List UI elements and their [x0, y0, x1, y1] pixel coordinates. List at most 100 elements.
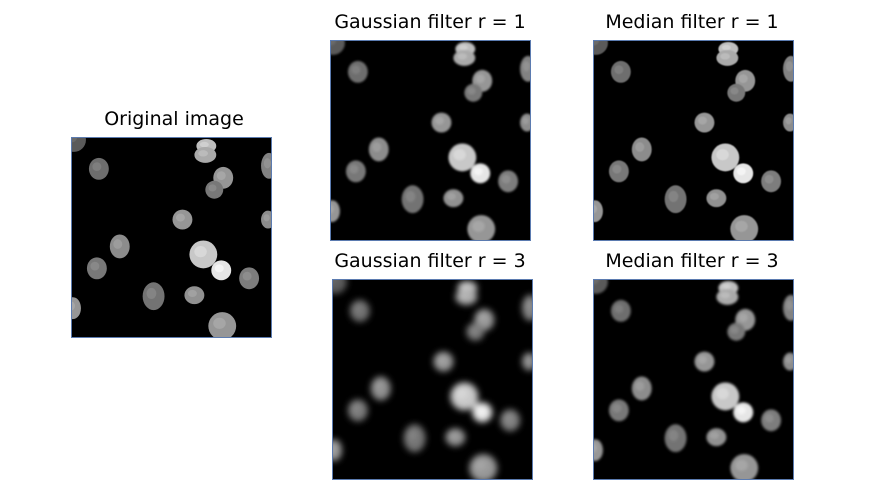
cell-nucleus-highlight: [473, 167, 483, 176]
cell-nucleus-highlight: [697, 355, 707, 364]
cell-nucleus-highlight: [214, 264, 224, 273]
cell-nucleus-highlight: [407, 429, 418, 441]
cell-nucleus-highlight: [146, 287, 157, 299]
gaussian-r3-title: Gaussian filter r = 3: [334, 250, 526, 272]
cell-nucleus-highlight: [730, 326, 739, 334]
cell-nucleus-highlight: [242, 271, 252, 281]
cell-nucleus-highlight: [333, 280, 338, 285]
cell-nucleus-highlight: [469, 326, 478, 334]
cell-nucleus-highlight: [522, 61, 530, 72]
original-image-panel: [71, 137, 272, 338]
median-r3-title: Median filter r = 3: [605, 250, 779, 272]
cell-nucleus-highlight: [446, 192, 456, 201]
cell-nucleus-highlight: [475, 74, 485, 83]
cell-nucleus-highlight: [216, 171, 226, 180]
original-image-cells: [72, 138, 271, 337]
cell-nucleus: [331, 200, 340, 223]
median-r1-title: Median filter r = 1: [605, 11, 779, 33]
cell-nucleus-highlight: [405, 190, 416, 202]
cell-nucleus-highlight: [738, 313, 748, 322]
cell-nucleus: [594, 200, 603, 223]
cell-nucleus-highlight: [736, 167, 746, 176]
cell-nucleus-highlight: [594, 443, 597, 453]
cell-nucleus-highlight: [474, 459, 487, 471]
cell-nucleus-highlight: [503, 413, 513, 423]
cell-nucleus-highlight: [113, 239, 123, 249]
cell-nucleus-highlight: [716, 388, 729, 400]
cell-nucleus-highlight: [785, 356, 792, 364]
gaussian-r1-panel: [330, 40, 531, 241]
cell-nucleus-highlight: [475, 406, 485, 415]
cell-nucleus-highlight: [477, 313, 487, 322]
cell-nucleus-highlight: [594, 41, 599, 46]
cell-nucleus-highlight: [501, 174, 511, 184]
cell-nucleus-highlight: [594, 204, 597, 214]
cell-nucleus-highlight: [434, 116, 444, 125]
cell-nucleus-highlight: [198, 150, 209, 157]
cell-nucleus-highlight: [709, 431, 719, 440]
gaussian-r3-cells: [333, 280, 532, 479]
cell-nucleus-highlight: [199, 141, 209, 148]
cell-nucleus-highlight: [668, 190, 679, 202]
cell-nucleus-highlight: [735, 220, 748, 232]
cell-nucleus: [333, 280, 347, 294]
cell-nucleus-highlight: [697, 116, 707, 125]
cell-nucleus-highlight: [764, 174, 774, 184]
cell-nucleus: [331, 41, 345, 55]
cell-nucleus-highlight: [668, 429, 679, 441]
cell-nucleus-highlight: [175, 213, 185, 222]
cell-nucleus-highlight: [72, 301, 75, 311]
cell-nucleus-highlight: [353, 304, 363, 314]
cell-nucleus-highlight: [459, 292, 470, 299]
cell-nucleus-highlight: [730, 87, 739, 95]
gaussian-r1-cells: [331, 41, 530, 240]
cell-nucleus-highlight: [187, 289, 197, 298]
median-r1-panel: [593, 40, 794, 241]
cell-nucleus-highlight: [716, 149, 729, 161]
cell-nucleus-highlight: [467, 87, 476, 95]
cell-nucleus: [594, 280, 608, 294]
cell-nucleus-highlight: [785, 300, 793, 311]
cell-nucleus-highlight: [720, 53, 731, 60]
cell-nucleus-highlight: [472, 220, 485, 232]
cell-nucleus-highlight: [455, 388, 468, 400]
cell-nucleus-highlight: [331, 204, 334, 214]
cell-nucleus-highlight: [448, 431, 458, 440]
cell-nucleus-highlight: [524, 300, 532, 311]
cell-nucleus-highlight: [331, 41, 336, 46]
cell-nucleus-highlight: [522, 117, 529, 125]
cell-nucleus-highlight: [612, 164, 622, 174]
cell-nucleus-highlight: [374, 381, 384, 391]
cell-nucleus-highlight: [213, 317, 226, 329]
cell-nucleus-highlight: [635, 381, 645, 391]
cell-nucleus-highlight: [333, 443, 336, 453]
gaussian-r1-title: Gaussian filter r = 1: [334, 11, 526, 33]
cell-nucleus-highlight: [458, 44, 468, 51]
cell-nucleus-highlight: [349, 164, 359, 174]
cell-nucleus-highlight: [612, 403, 622, 413]
cell-nucleus-highlight: [351, 65, 361, 75]
cell-nucleus-highlight: [90, 261, 100, 271]
cell-nucleus-highlight: [453, 149, 466, 161]
cell-nucleus-highlight: [208, 184, 217, 192]
cell-nucleus-highlight: [457, 53, 468, 60]
cell-nucleus-highlight: [709, 192, 719, 201]
cell-nucleus-highlight: [614, 304, 624, 314]
cell-nucleus-highlight: [524, 356, 531, 364]
cell-nucleus-highlight: [721, 283, 731, 290]
cell-nucleus-highlight: [736, 406, 746, 415]
cell-nucleus-highlight: [263, 214, 270, 222]
cell-nucleus: [594, 41, 608, 55]
cell-nucleus-highlight: [785, 117, 792, 125]
median-r3-panel: [593, 279, 794, 480]
cell-nucleus-highlight: [614, 65, 624, 75]
cell-nucleus-highlight: [721, 44, 731, 51]
cell-nucleus-highlight: [351, 403, 361, 413]
cell-nucleus: [594, 439, 603, 462]
median-r1-cells: [594, 41, 793, 240]
cell-nucleus-highlight: [720, 292, 731, 299]
gaussian-r3-panel: [332, 279, 533, 480]
cell-nucleus-highlight: [72, 138, 77, 143]
cell-nucleus-highlight: [263, 158, 271, 169]
